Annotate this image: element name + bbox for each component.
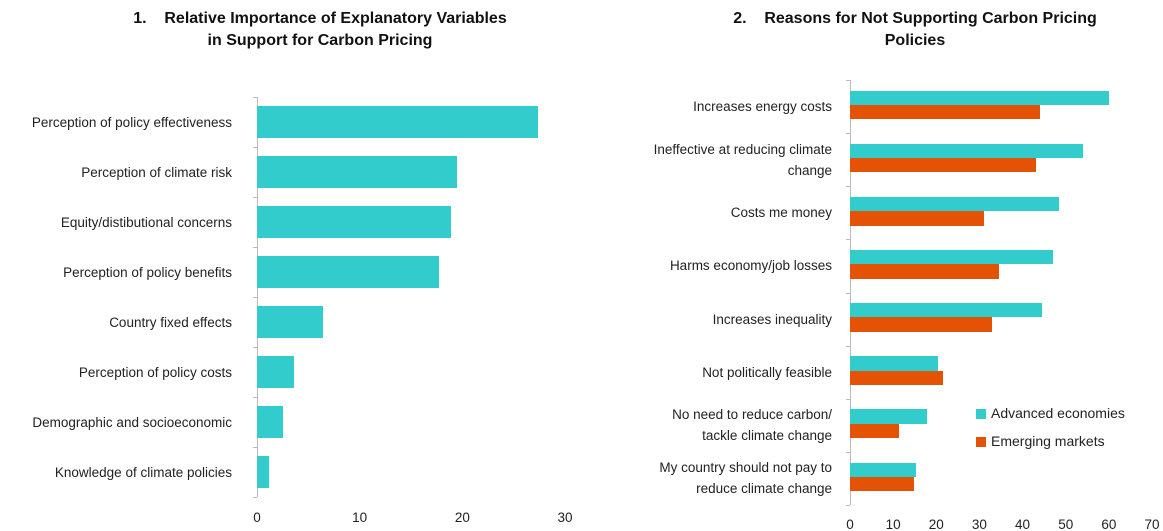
bar: [850, 264, 999, 279]
bar: [257, 206, 452, 238]
y-tick-label: Perception of policy benefits: [63, 264, 232, 280]
bar: [850, 158, 1036, 173]
x-tick-label: 20: [928, 517, 944, 531]
x-tick-label: 50: [1058, 517, 1074, 531]
axis-tick: [846, 505, 850, 506]
x-tick-label: 70: [1144, 517, 1160, 531]
x-tick-label: 10: [885, 517, 901, 531]
axis-tick: [846, 80, 850, 81]
axis-tick: [253, 347, 257, 348]
y-tick-label: No need to reduce carbon/ tackle climate…: [672, 407, 832, 444]
axis-tick: [253, 497, 257, 498]
bar: [257, 406, 283, 438]
bar: [257, 456, 270, 488]
axis-line: [257, 97, 258, 497]
legend-swatch: [976, 409, 986, 419]
legend-label: Advanced economies: [991, 405, 1125, 421]
axis-tick: [253, 397, 257, 398]
bar: [257, 356, 294, 388]
bar: [257, 306, 323, 338]
bar: [850, 196, 1060, 212]
axis-tick: [846, 133, 850, 135]
axis-tick: [846, 239, 850, 241]
y-tick-label: Perception of policy costs: [78, 364, 232, 380]
y-tick-label: Country fixed effects: [109, 314, 232, 330]
axis-tick: [253, 297, 257, 298]
x-tick-label: 40: [1015, 517, 1031, 531]
y-tick-label: Perception of policy effectiveness: [31, 114, 232, 130]
x-tick-label: 30: [557, 510, 573, 525]
y-tick-label: Demographic and socioeconomic: [32, 414, 232, 430]
bar: [850, 104, 1040, 120]
bar: [850, 143, 1083, 159]
y-tick-label: Harms economy/job losses: [669, 258, 832, 274]
bar: [850, 356, 938, 371]
bar: [850, 370, 944, 385]
bar: [257, 156, 458, 188]
axis-tick: [846, 451, 850, 453]
y-tick-label: Ineffective at reducing climate change: [653, 141, 832, 178]
axis-tick: [253, 97, 257, 98]
legend-label: Emerging markets: [991, 433, 1105, 449]
axis-tick: [846, 345, 850, 347]
legend-swatch: [976, 437, 986, 447]
chart-title: 1. Relative Importance of Explanatory Va…: [133, 10, 507, 49]
y-tick-label: Not politically feasible: [702, 364, 832, 380]
axis-tick: [253, 147, 257, 148]
x-tick-label: 0: [846, 517, 854, 531]
bar: [850, 211, 984, 226]
bar: [850, 462, 916, 477]
y-tick-label: Increases inequality: [712, 311, 832, 327]
axis-tick: [846, 186, 850, 188]
x-tick-label: 60: [1101, 517, 1117, 531]
x-tick-label: 20: [454, 510, 470, 525]
bar: [257, 256, 439, 288]
x-tick-label: 30: [971, 517, 987, 531]
axis-line: [850, 80, 851, 505]
y-tick-label: Perception of climate risk: [81, 164, 232, 180]
axis-tick: [846, 398, 850, 400]
y-tick-label: Costs me money: [730, 205, 832, 221]
y-tick-label: Equity/distibutional concerns: [60, 214, 232, 230]
axis-tick: [846, 292, 850, 294]
axis-tick: [253, 447, 257, 448]
chart-title: 2. Reasons for Not Supporting Carbon Pri…: [733, 10, 1097, 49]
bar: [850, 90, 1109, 105]
bar: [850, 303, 1042, 318]
x-tick-label: 10: [352, 510, 368, 525]
axis-tick: [253, 247, 257, 248]
bar: [850, 476, 914, 492]
y-tick-label: My country should not pay to reduce clim…: [659, 460, 832, 497]
y-tick-label: Knowledge of climate policies: [54, 464, 232, 480]
bar: [257, 106, 539, 138]
axis-tick: [253, 197, 257, 198]
bar: [850, 250, 1053, 265]
y-tick-label: Increases energy costs: [693, 99, 832, 115]
bar: [850, 409, 928, 424]
bar: [850, 423, 900, 439]
bar: [850, 317, 993, 332]
x-tick-label: 0: [253, 510, 261, 525]
